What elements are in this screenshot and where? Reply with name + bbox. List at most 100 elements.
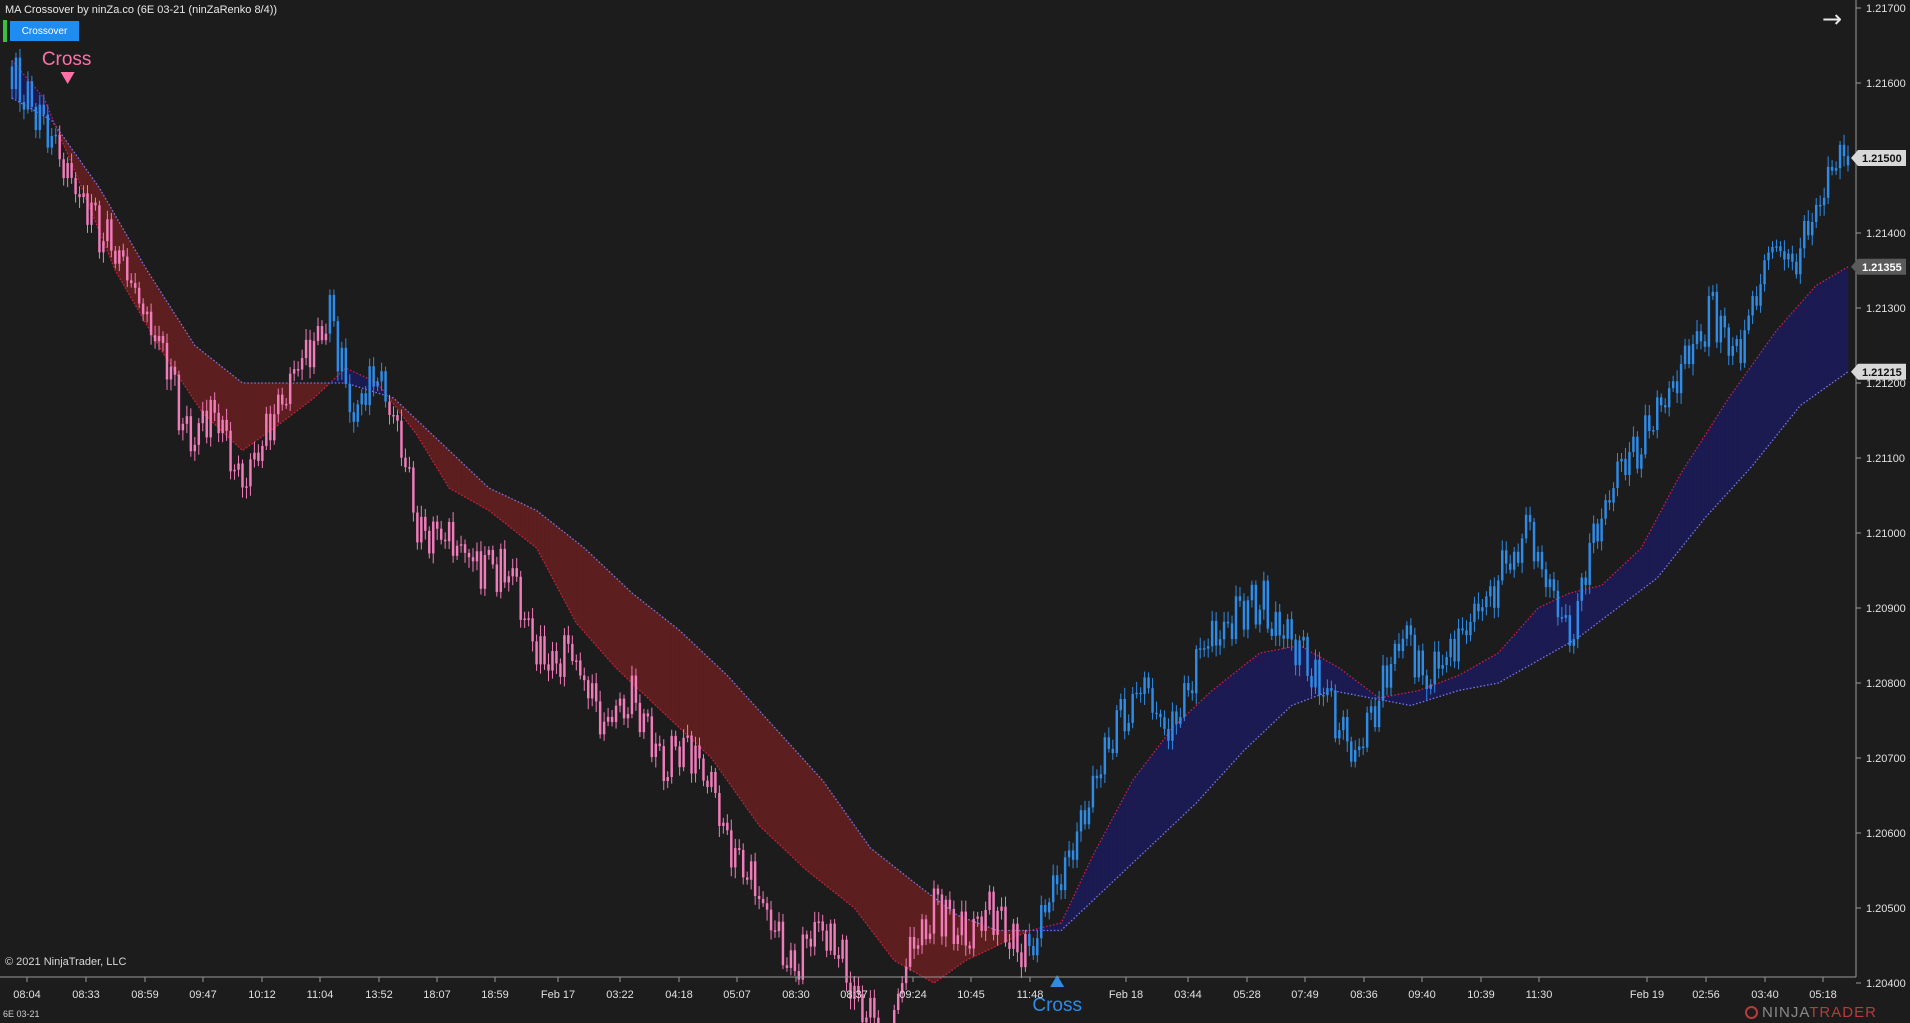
renko-bar	[22, 101, 26, 110]
renko-bar	[58, 134, 61, 160]
renko-bar	[1516, 551, 1520, 563]
renko-bar	[1008, 942, 1011, 949]
renko-bar	[284, 403, 288, 406]
renko-bar	[18, 57, 22, 102]
renko-bar	[1441, 665, 1444, 669]
renko-bar	[126, 256, 129, 281]
renko-bar	[1274, 611, 1277, 636]
band-segment	[806, 762, 812, 875]
renko-bar	[1135, 692, 1138, 695]
renko-bar	[1473, 603, 1476, 622]
renko-bar	[722, 822, 725, 826]
renko-bar	[388, 401, 391, 415]
renko-bar	[201, 410, 204, 424]
band-segment	[1156, 742, 1161, 842]
band-segment	[627, 588, 633, 684]
band-segment	[1164, 732, 1169, 834]
renko-bar	[741, 849, 745, 878]
renko-bar	[1254, 584, 1258, 625]
band-segment	[1839, 268, 1845, 378]
band-segment	[1466, 668, 1471, 690]
renko-bar	[1548, 579, 1552, 588]
band-segment	[885, 859, 891, 957]
renko-bar	[873, 997, 876, 1018]
renko-bar	[789, 950, 793, 968]
band-segment	[643, 601, 649, 699]
band-segment	[238, 379, 243, 452]
renko-bar	[1226, 621, 1230, 624]
renko-bar	[642, 713, 646, 733]
renko-bar	[324, 333, 328, 341]
renko-bar	[1822, 197, 1826, 206]
renko-bar	[1727, 327, 1731, 356]
renko-bar	[78, 194, 81, 198]
band-segment	[476, 476, 482, 507]
renko-bar	[1779, 246, 1782, 252]
renko-bar	[1747, 315, 1750, 331]
band-segment	[1140, 763, 1145, 857]
renko-bar	[1167, 728, 1170, 741]
renko-bar	[781, 921, 785, 966]
renko-bar	[1206, 646, 1210, 649]
renko-bar	[877, 1017, 880, 1023]
band-segment	[297, 382, 303, 411]
band-segment	[1629, 554, 1634, 600]
band-segment	[818, 775, 824, 884]
price-markers: 1.21500 1.21355 1.21215	[1851, 150, 1906, 380]
renko-bar	[904, 966, 908, 984]
renko-bar	[193, 444, 197, 452]
renko-bar	[567, 635, 570, 644]
band-segment	[500, 493, 506, 524]
band-segment	[1641, 540, 1646, 591]
renko-bar	[1127, 722, 1130, 732]
renko-bar	[575, 660, 578, 662]
band-segment	[878, 853, 883, 946]
band-segment	[468, 468, 474, 503]
band-segment	[707, 656, 712, 759]
x-tick-label: 05:18	[1809, 989, 1837, 1001]
renko-bar	[308, 339, 312, 368]
band-segment	[1227, 674, 1233, 769]
band-segment	[1223, 677, 1229, 774]
band-segment	[691, 641, 696, 744]
renko-bar	[475, 551, 479, 562]
renko-bar	[1560, 617, 1564, 619]
renko-bar	[718, 792, 721, 826]
arrow-right-icon[interactable]: →	[1821, 5, 1843, 33]
band-segment	[1803, 293, 1809, 404]
renko-bar	[1807, 220, 1810, 236]
renko-bar	[1131, 693, 1134, 723]
renko-bar	[392, 414, 395, 417]
renko-bar	[1389, 663, 1393, 688]
renko-bar	[1512, 551, 1516, 570]
band-segment	[1680, 465, 1686, 549]
renko-bar	[579, 660, 582, 676]
renko-bar	[1397, 643, 1401, 651]
band-segment	[913, 881, 919, 975]
indicator-status-marker	[3, 20, 7, 42]
renko-bar	[1369, 706, 1373, 713]
renko-bar	[122, 250, 125, 257]
renko-bar	[1306, 636, 1309, 676]
band-segment	[889, 863, 895, 962]
renko-bar	[1632, 436, 1635, 452]
renko-bar	[1803, 220, 1806, 249]
x-tick-label: 11:48	[1017, 989, 1044, 1001]
renko-bar	[944, 899, 948, 937]
renko-bar	[1449, 638, 1452, 658]
crossover-button[interactable]: Crossover	[10, 21, 79, 41]
band-segment	[1486, 656, 1491, 686]
renko-bar	[587, 680, 590, 699]
band-segment	[309, 382, 315, 402]
renko-bar	[1107, 737, 1111, 749]
band-segment	[508, 496, 514, 530]
renko-bar	[400, 420, 403, 458]
renko-bar	[1445, 657, 1448, 666]
band-segment	[1144, 758, 1149, 853]
x-tick-label: 11:04	[307, 989, 334, 1001]
band-segment	[810, 766, 816, 878]
renko-bar	[340, 347, 344, 372]
renko-bar	[1183, 683, 1186, 718]
band-segment	[1784, 316, 1789, 427]
